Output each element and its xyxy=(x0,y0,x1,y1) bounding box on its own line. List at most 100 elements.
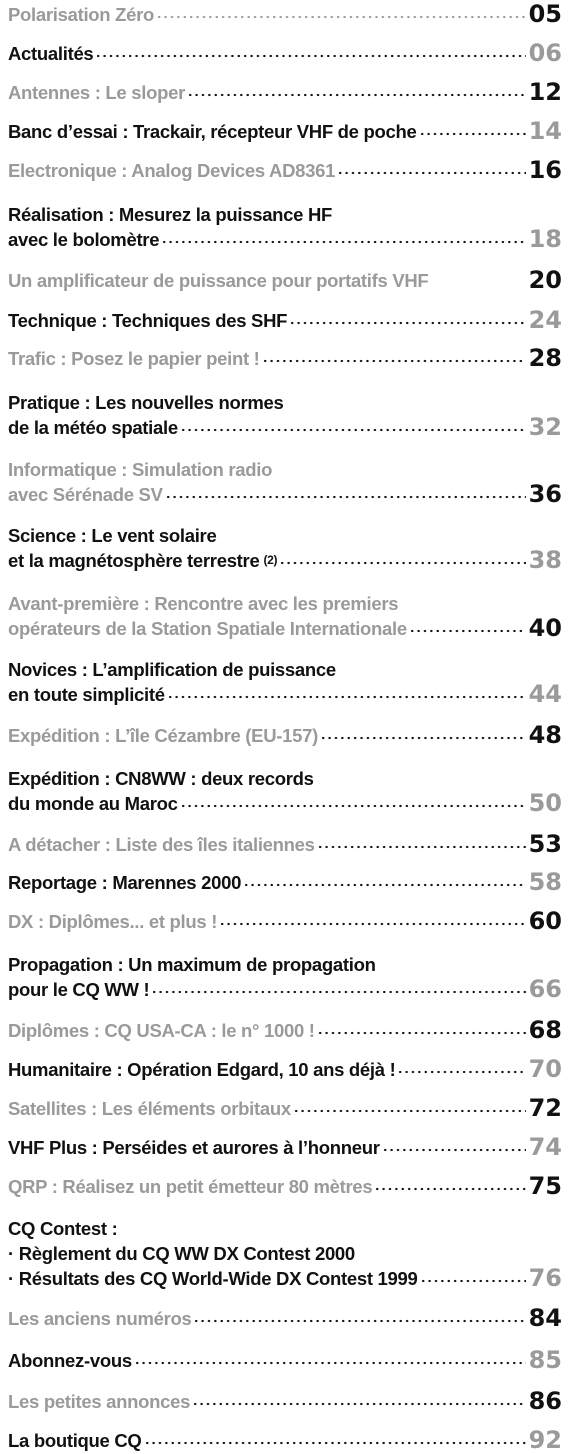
toc-entry[interactable]: Electronique : Analog Devices AD8361 16 xyxy=(8,158,562,183)
entry-title: Un amplificateur de puissance pour porta… xyxy=(8,270,429,291)
toc-entry[interactable]: Informatique : Simulation radio avec Sér… xyxy=(8,457,562,507)
entry-title: Propagation : Un maximum de propagation xyxy=(8,954,376,975)
entry-title: du monde au Maroc xyxy=(8,793,178,814)
entry-title: VHF Plus : Perséides et aurores à l’honn… xyxy=(8,1137,380,1158)
entry-title: de la météo spatiale xyxy=(8,417,178,438)
toc-entry[interactable]: La boutique CQ 92 xyxy=(8,1428,562,1453)
part-number: (2) xyxy=(263,553,278,567)
page-number: 32 xyxy=(528,413,562,441)
entry-title: Les anciens numéros xyxy=(8,1308,192,1329)
toc-entry[interactable]: Pratique : Les nouvelles normes de la mé… xyxy=(8,390,562,440)
entry-title: Informatique : Simulation radio xyxy=(8,459,273,480)
entry-title: Les petites annonces xyxy=(8,1391,191,1412)
page-number: 16 xyxy=(528,156,562,184)
entry-title: Réalisation : Mesurez la puissance HF xyxy=(8,204,333,225)
page-number: 53 xyxy=(528,830,562,858)
toc-entry[interactable]: Banc d’essai : Trackair, récepteur VHF d… xyxy=(8,119,562,144)
page-number: 24 xyxy=(528,306,562,334)
toc-entry[interactable]: Expédition : L’île Cézambre (EU-157) 48 xyxy=(8,723,562,748)
toc-entry[interactable]: Expédition : CN8WW : deux records du mon… xyxy=(8,766,562,816)
toc-entry[interactable]: Réalisation : Mesurez la puissance HF av… xyxy=(8,202,562,252)
entry-title: A détacher : Liste des îles italiennes xyxy=(8,834,315,855)
dot-leader xyxy=(151,987,526,997)
dot-leader xyxy=(419,1276,526,1286)
dot-leader xyxy=(418,129,526,139)
entry-title: DX : Diplômes... et plus ! xyxy=(8,911,218,932)
dot-leader xyxy=(397,1067,526,1077)
dot-leader xyxy=(289,318,526,328)
dot-leader xyxy=(279,558,526,568)
entry-title: pour le CQ WW ! xyxy=(8,979,150,1000)
entry-title: Pratique : Les nouvelles normes xyxy=(8,392,284,413)
entry-title: Actualités xyxy=(8,43,94,64)
toc-entry[interactable]: Diplômes : CQ USA-CA : le n° 1000 ! 68 xyxy=(8,1018,562,1043)
entry-title: Antennes : Le sloper xyxy=(8,82,185,103)
toc-entry[interactable]: CQ Contest : · Règlement du CQ WW DX Con… xyxy=(8,1216,562,1291)
dot-leader xyxy=(186,90,526,100)
dot-leader xyxy=(316,1028,526,1038)
page-number: 40 xyxy=(528,614,562,642)
toc-entry[interactable]: Polarisation Zéro 05 xyxy=(8,2,562,27)
toc-entry[interactable]: Novices : L’amplification de puissance e… xyxy=(8,657,562,707)
entry-title: Expédition : CN8WW : deux records xyxy=(8,768,314,789)
page-number: 74 xyxy=(528,1133,562,1161)
page-number: 20 xyxy=(528,266,562,294)
dot-leader xyxy=(408,626,526,636)
toc-entry[interactable]: Antennes : Le sloper 12 xyxy=(8,80,562,105)
toc-entry[interactable]: Les petites annonces 86 xyxy=(8,1389,562,1414)
toc-entry[interactable]: Abonnez-vous 85 xyxy=(8,1348,562,1373)
dot-leader xyxy=(143,1438,526,1448)
toc-entry[interactable]: Actualités 06 xyxy=(8,41,562,66)
dot-leader xyxy=(179,425,526,435)
entry-title: Expédition : L’île Cézambre (EU-157) xyxy=(8,725,318,746)
dot-leader xyxy=(381,1145,526,1155)
toc-entry[interactable]: Propagation : Un maximum de propagation … xyxy=(8,952,562,1002)
toc-entry[interactable]: Science : Le vent solaire et la magnétos… xyxy=(8,523,562,573)
dot-leader xyxy=(261,356,526,366)
dot-leader xyxy=(193,1316,526,1326)
page-number: 86 xyxy=(528,1387,562,1415)
page-number: 72 xyxy=(528,1094,562,1122)
page-number: 38 xyxy=(528,546,562,574)
toc-entry[interactable]: Les anciens numéros 84 xyxy=(8,1306,562,1331)
dot-leader xyxy=(179,801,526,811)
entry-title: Reportage : Marennes 2000 xyxy=(8,872,242,893)
toc-entry[interactable]: Trafic : Posez le papier peint ! 28 xyxy=(8,346,562,371)
entry-title: Polarisation Zéro xyxy=(8,4,155,25)
page-number: 36 xyxy=(528,480,562,508)
page-number: 58 xyxy=(528,868,562,896)
toc-entry[interactable]: Humanitaire : Opération Edgard, 10 ans d… xyxy=(8,1057,562,1082)
entry-title: Science : Le vent solaire xyxy=(8,525,217,546)
dot-leader xyxy=(161,237,526,247)
dot-leader xyxy=(95,51,526,61)
toc-entry[interactable]: Satellites : Les éléments orbitaux 72 xyxy=(8,1096,562,1121)
entry-title: Technique : Techniques des SHF xyxy=(8,310,288,331)
dot-leader xyxy=(166,692,526,702)
page-number: 06 xyxy=(528,39,562,67)
toc-entry[interactable]: DX : Diplômes... et plus ! 60 xyxy=(8,909,562,934)
entry-title: Humanitaire : Opération Edgard, 10 ans d… xyxy=(8,1059,396,1080)
entry-title: · Règlement du CQ WW DX Contest 2000 xyxy=(8,1243,355,1264)
toc-entry[interactable]: A détacher : Liste des îles italiennes 53 xyxy=(8,832,562,857)
toc-entry[interactable]: Technique : Techniques des SHF 24 xyxy=(8,308,562,333)
dot-leader xyxy=(374,1184,526,1194)
toc-entry[interactable]: VHF Plus : Perséides et aurores à l’honn… xyxy=(8,1135,562,1160)
dot-leader xyxy=(243,880,526,890)
entry-title: CQ Contest : xyxy=(8,1218,118,1239)
entry-title: et la magnétosphère terrestre xyxy=(8,550,260,571)
toc-entry[interactable]: QRP : Réalisez un petit émetteur 80 mètr… xyxy=(8,1174,562,1199)
toc-entry[interactable]: Reportage : Marennes 2000 58 xyxy=(8,870,562,895)
toc-entry[interactable]: Un amplificateur de puissance pour porta… xyxy=(8,268,562,293)
page-number: 60 xyxy=(528,907,562,935)
toc-entry[interactable]: Avant-première : Rencontre avec les prem… xyxy=(8,591,562,641)
page-number: 05 xyxy=(528,0,562,28)
page-number: 75 xyxy=(528,1172,562,1200)
entry-title: Trafic : Posez le papier peint ! xyxy=(8,348,260,369)
dot-leader xyxy=(319,733,526,743)
entry-title: opérateurs de la Station Spatiale Intern… xyxy=(8,618,407,639)
page-number: 70 xyxy=(528,1055,562,1083)
page-number: 50 xyxy=(528,789,562,817)
entry-title: Diplômes : CQ USA-CA : le n° 1000 ! xyxy=(8,1020,315,1041)
page-number: 48 xyxy=(528,721,562,749)
dot-leader xyxy=(219,919,526,929)
